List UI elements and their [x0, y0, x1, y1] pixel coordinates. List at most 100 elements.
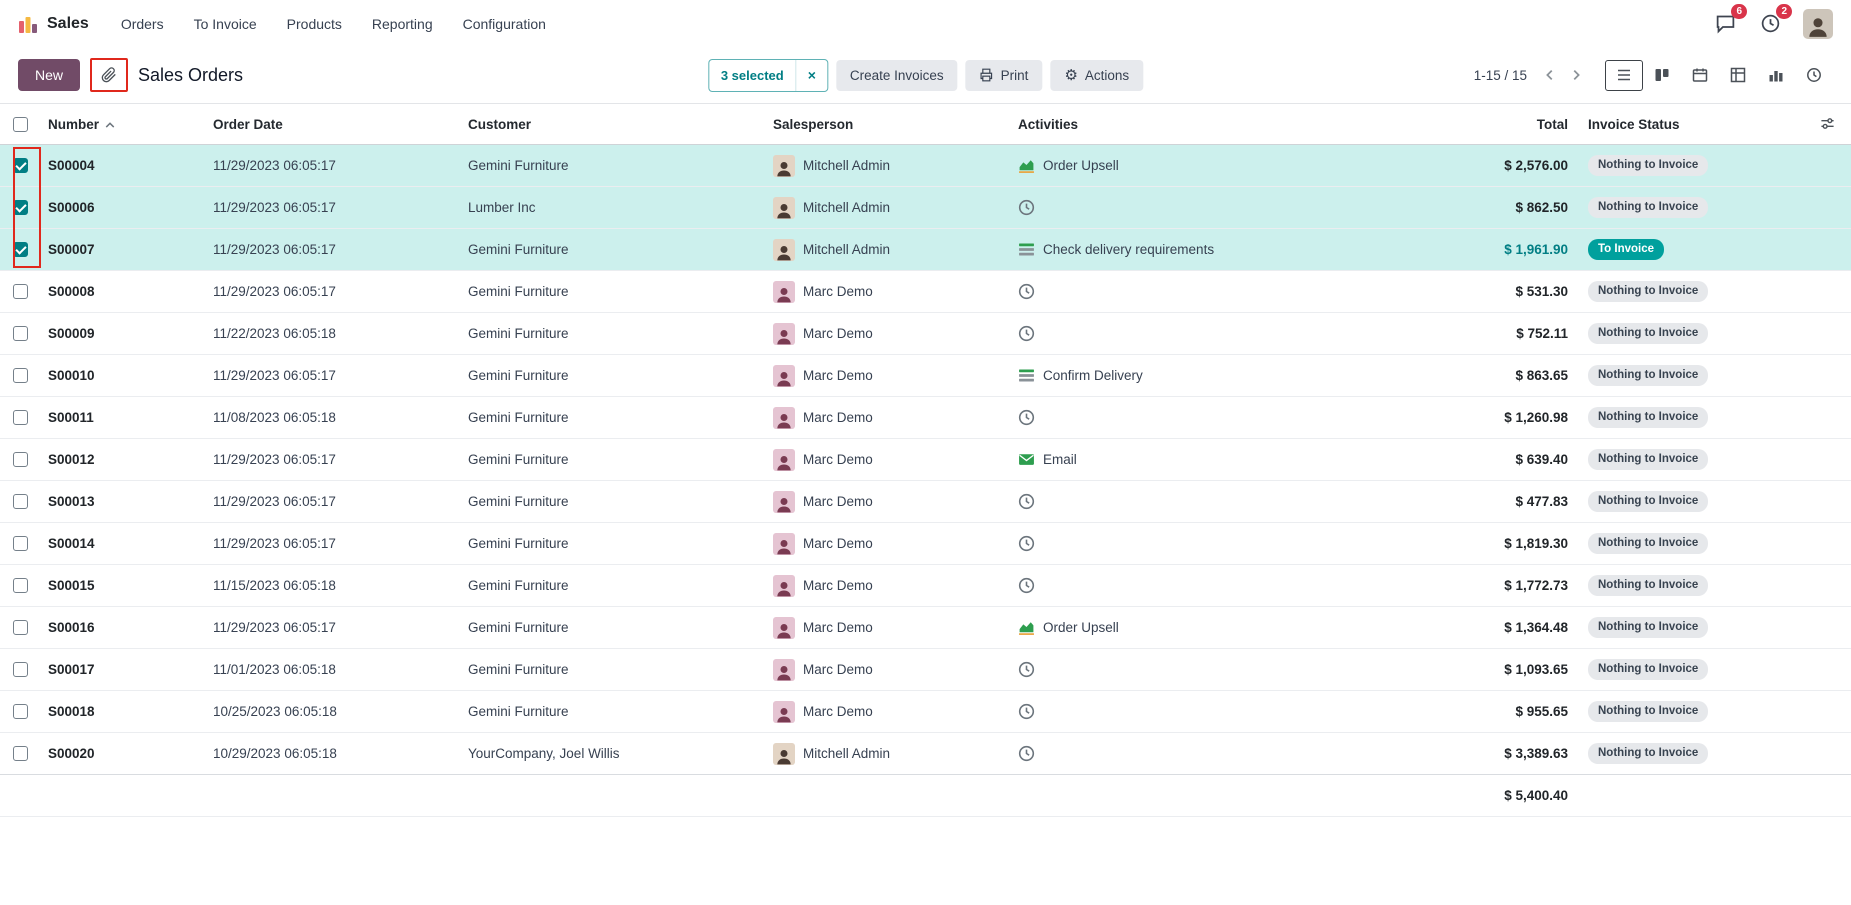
row-checkbox[interactable] [13, 662, 28, 678]
activity-cell[interactable] [1010, 480, 1415, 523]
order-total: $ 1,819.30 [1415, 522, 1580, 565]
order-row[interactable]: S00004 11/29/2023 06:05:17 Gemini Furnit… [0, 144, 1851, 187]
pager-next-button[interactable] [1563, 64, 1589, 86]
order-row[interactable]: S00018 10/25/2023 06:05:18 Gemini Furnit… [0, 690, 1851, 733]
customer-name: Gemini Furniture [460, 438, 765, 481]
row-checkbox[interactable] [13, 704, 28, 720]
actions-button[interactable]: ⚙ Actions [1050, 59, 1144, 91]
row-checkbox[interactable] [13, 368, 28, 384]
menu-item-reporting[interactable]: Reporting [371, 15, 433, 32]
row-checkbox[interactable] [13, 452, 28, 468]
col-header-order-date[interactable]: Order Date [205, 103, 460, 145]
row-checkbox[interactable] [13, 746, 28, 762]
salesperson-name: Mitchell Admin [803, 746, 891, 761]
activities-button[interactable]: 2 [1758, 4, 1792, 36]
col-header-invoice-status[interactable]: Invoice Status [1580, 103, 1810, 145]
activity-view-icon [1806, 67, 1822, 83]
activity-cell[interactable]: Confirm Delivery [1010, 354, 1415, 397]
row-checkbox-cell [0, 564, 40, 607]
pager-prev-button[interactable] [1537, 64, 1563, 86]
col-header-salesperson[interactable]: Salesperson [765, 103, 1010, 145]
col-header-total[interactable]: Total [1415, 103, 1580, 145]
activity-cell[interactable] [1010, 732, 1415, 775]
order-row[interactable]: S00010 11/29/2023 06:05:17 Gemini Furnit… [0, 354, 1851, 397]
order-row[interactable]: S00013 11/29/2023 06:05:17 Gemini Furnit… [0, 480, 1851, 523]
order-total: $ 639.40 [1415, 438, 1580, 481]
order-row[interactable]: S00007 11/29/2023 06:05:17 Gemini Furnit… [0, 228, 1851, 271]
row-checkbox[interactable] [13, 536, 28, 552]
app-switcher[interactable]: Sales [18, 14, 89, 34]
selection-toolbar: 3 selected × Create Invoices Print ⚙ Act… [707, 58, 1144, 92]
view-switch-list[interactable] [1605, 59, 1643, 91]
activity-cell[interactable] [1010, 522, 1415, 565]
activity-cell[interactable]: Order Upsell [1010, 606, 1415, 649]
activity-cell[interactable] [1010, 186, 1415, 229]
messages-button[interactable]: 6 [1713, 4, 1747, 36]
invoice-status-cell: Nothing to Invoice [1580, 690, 1810, 733]
order-row[interactable]: S00014 11/29/2023 06:05:17 Gemini Furnit… [0, 522, 1851, 565]
order-row[interactable]: S00016 11/29/2023 06:05:17 Gemini Furnit… [0, 606, 1851, 649]
paperclip-icon[interactable] [93, 61, 125, 89]
order-date: 11/29/2023 06:05:17 [205, 186, 460, 229]
order-row[interactable]: S00020 10/29/2023 06:05:18 YourCompany, … [0, 732, 1851, 775]
col-header-activities[interactable]: Activities [1010, 103, 1415, 145]
row-checkbox[interactable] [13, 158, 28, 174]
row-checkbox[interactable] [13, 242, 28, 258]
order-row[interactable]: S00017 11/01/2023 06:05:18 Gemini Furnit… [0, 648, 1851, 691]
order-date: 11/29/2023 06:05:17 [205, 144, 460, 187]
row-checkbox[interactable] [13, 326, 28, 342]
printer-icon [980, 68, 994, 82]
salesperson-avatar [773, 238, 795, 261]
row-checkbox[interactable] [13, 410, 28, 426]
activity-cell[interactable]: Email [1010, 438, 1415, 481]
select-all-checkbox-cell [0, 103, 40, 145]
menu-item-to-invoice[interactable]: To Invoice [193, 15, 257, 32]
activity-cell[interactable] [1010, 648, 1415, 691]
order-date: 11/29/2023 06:05:17 [205, 438, 460, 481]
row-checkbox[interactable] [13, 494, 28, 510]
activity-cell[interactable] [1010, 564, 1415, 607]
view-switch-graph[interactable] [1757, 60, 1795, 91]
order-row[interactable]: S00006 11/29/2023 06:05:17 Lumber Inc Mi… [0, 186, 1851, 229]
order-row[interactable]: S00011 11/08/2023 06:05:18 Gemini Furnit… [0, 396, 1851, 439]
clear-selection-button[interactable]: × [795, 59, 827, 91]
activity-cell[interactable] [1010, 396, 1415, 439]
activity-cell[interactable] [1010, 312, 1415, 355]
order-date: 11/29/2023 06:05:17 [205, 606, 460, 649]
view-switch-kanban[interactable] [1643, 60, 1681, 91]
menu-item-products[interactable]: Products [286, 15, 342, 32]
activity-cell[interactable] [1010, 270, 1415, 313]
app-name[interactable]: Sales [47, 14, 89, 32]
salesperson-name: Marc Demo [803, 410, 873, 425]
salesperson-name: Marc Demo [803, 578, 873, 593]
col-header-number[interactable]: Number [40, 103, 205, 145]
breadcrumb[interactable]: Sales Orders [138, 64, 244, 85]
row-checkbox[interactable] [13, 200, 28, 216]
gear-icon: ⚙ [1064, 66, 1078, 84]
order-row[interactable]: S00015 11/15/2023 06:05:18 Gemini Furnit… [0, 564, 1851, 607]
view-switch-calendar[interactable] [1681, 60, 1719, 91]
activity-cell[interactable] [1010, 690, 1415, 733]
row-checkbox[interactable] [13, 620, 28, 636]
menu-item-orders[interactable]: Orders [120, 15, 164, 32]
invoice-status-cell: Nothing to Invoice [1580, 606, 1810, 649]
row-checkbox[interactable] [13, 578, 28, 594]
menu-item-configuration[interactable]: Configuration [462, 15, 546, 32]
activity-cell[interactable]: Order Upsell [1010, 144, 1415, 187]
row-checkbox[interactable] [13, 284, 28, 300]
order-total: $ 1,364.48 [1415, 606, 1580, 649]
create-invoices-button[interactable]: Create Invoices [835, 59, 958, 91]
optional-columns-button[interactable] [1818, 114, 1837, 133]
row-end-spacer [1810, 396, 1851, 439]
user-avatar[interactable] [1803, 8, 1833, 39]
order-row[interactable]: S00008 11/29/2023 06:05:17 Gemini Furnit… [0, 270, 1851, 313]
print-button[interactable]: Print [965, 59, 1043, 91]
view-switch-pivot[interactable] [1719, 60, 1757, 91]
order-row[interactable]: S00009 11/22/2023 06:05:18 Gemini Furnit… [0, 312, 1851, 355]
new-button[interactable]: New [18, 59, 81, 91]
activity-cell[interactable]: Check delivery requirements [1010, 228, 1415, 271]
order-row[interactable]: S00012 11/29/2023 06:05:17 Gemini Furnit… [0, 438, 1851, 481]
col-header-customer[interactable]: Customer [460, 103, 765, 145]
view-switch-activity[interactable] [1795, 60, 1833, 91]
select-all-checkbox[interactable] [13, 116, 28, 132]
